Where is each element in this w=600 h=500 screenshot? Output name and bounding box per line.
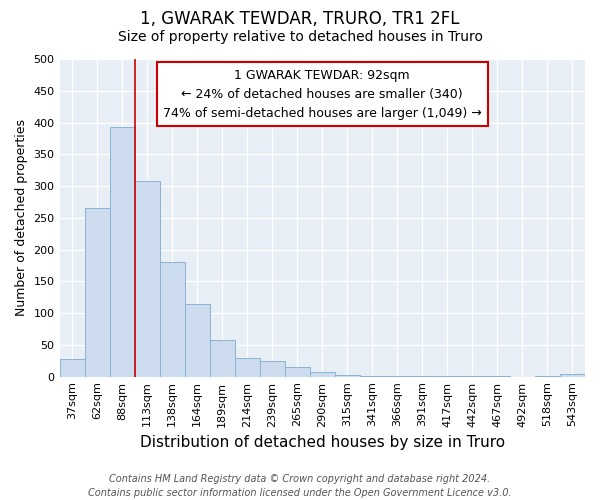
Bar bbox=[560, 374, 585, 376]
X-axis label: Distribution of detached houses by size in Truro: Distribution of detached houses by size … bbox=[140, 435, 505, 450]
Bar bbox=[185, 304, 209, 376]
Bar bbox=[209, 340, 235, 376]
Bar bbox=[110, 127, 134, 376]
Text: 1, GWARAK TEWDAR, TRURO, TR1 2FL: 1, GWARAK TEWDAR, TRURO, TR1 2FL bbox=[140, 10, 460, 28]
Bar bbox=[310, 372, 335, 376]
Bar bbox=[260, 361, 285, 376]
Bar bbox=[134, 181, 160, 376]
Bar bbox=[59, 359, 85, 376]
Text: Size of property relative to detached houses in Truro: Size of property relative to detached ho… bbox=[118, 30, 482, 44]
Text: 1 GWARAK TEWDAR: 92sqm
← 24% of detached houses are smaller (340)
74% of semi-de: 1 GWARAK TEWDAR: 92sqm ← 24% of detached… bbox=[163, 68, 482, 120]
Y-axis label: Number of detached properties: Number of detached properties bbox=[15, 120, 28, 316]
Bar bbox=[85, 208, 110, 376]
Bar bbox=[285, 367, 310, 376]
Bar bbox=[160, 262, 185, 376]
Bar bbox=[235, 358, 260, 376]
Text: Contains HM Land Registry data © Crown copyright and database right 2024.
Contai: Contains HM Land Registry data © Crown c… bbox=[88, 474, 512, 498]
